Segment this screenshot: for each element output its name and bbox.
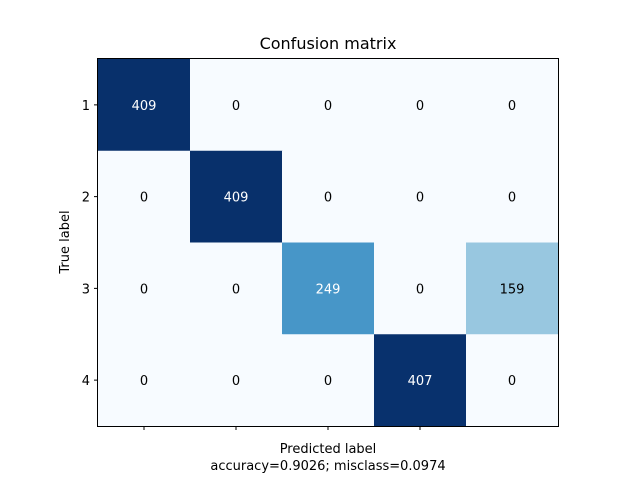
heatmap-cells xyxy=(98,59,559,427)
heatmap-cell-labels: 409 0 0 0 0 0 409 0 0 0 0 0 249 0 159 0 0 0 407 0 xyxy=(132,99,525,389)
x-axis-sublabel: accuracy=0.9026; misclass=0.0974 xyxy=(210,459,445,474)
heatmap-cell xyxy=(98,150,191,244)
heatmap-cell xyxy=(98,242,191,335)
y-tick-label: 3 xyxy=(82,282,90,297)
cell-value-label: 0 xyxy=(140,374,148,389)
cell-value-label: 0 xyxy=(508,191,516,206)
cell-value-label: 0 xyxy=(232,282,240,297)
cell-value-label: 0 xyxy=(324,99,332,114)
y-tick-label: 4 xyxy=(82,374,90,389)
heatmap-cell xyxy=(466,59,559,152)
heatmap-cell xyxy=(98,334,191,427)
heatmap-cell xyxy=(190,242,283,335)
cell-value-label: 409 xyxy=(132,99,157,114)
x-axis-label: Predicted label xyxy=(280,442,377,457)
cell-value-label: 0 xyxy=(232,99,240,114)
heatmap-cell xyxy=(190,334,283,427)
y-axis-label: True label xyxy=(58,210,73,274)
heatmap-cell xyxy=(282,242,375,335)
heatmap-cell xyxy=(374,334,467,427)
cell-value-label: 409 xyxy=(224,191,249,206)
cell-value-label: 249 xyxy=(316,282,341,297)
cell-value-label: 159 xyxy=(500,282,525,297)
heatmap-cell xyxy=(98,59,191,152)
cell-value-label: 0 xyxy=(140,191,148,206)
cell-value-label: 0 xyxy=(416,99,424,114)
cell-value-label: 0 xyxy=(324,191,332,206)
cell-value-label: 0 xyxy=(140,282,148,297)
y-tick-label: 1 xyxy=(82,99,90,114)
cell-value-label: 407 xyxy=(408,374,433,389)
heatmap-cell xyxy=(466,242,559,335)
heatmap-cell xyxy=(374,150,467,244)
heatmap-cell xyxy=(374,242,467,335)
cell-value-label: 0 xyxy=(508,99,516,114)
heatmap-cell xyxy=(282,150,375,244)
cell-value-label: 0 xyxy=(324,374,332,389)
heatmap-cell xyxy=(282,59,375,152)
heatmap-cell xyxy=(190,59,283,152)
cell-value-label: 0 xyxy=(416,191,424,206)
heatmap-cell xyxy=(466,334,559,427)
y-tick-label: 2 xyxy=(82,191,90,206)
cell-value-label: 0 xyxy=(232,374,240,389)
cell-value-label: 0 xyxy=(416,282,424,297)
heatmap-cell xyxy=(466,150,559,244)
y-axis-ticks: 1 2 3 4 xyxy=(82,99,98,389)
cell-value-label: 0 xyxy=(508,374,516,389)
chart-title: Confusion matrix xyxy=(260,34,397,53)
heatmap-cell xyxy=(374,59,467,152)
heatmap-cell xyxy=(282,334,375,427)
heatmap-cell xyxy=(190,150,283,244)
x-axis-ticks xyxy=(143,426,421,430)
